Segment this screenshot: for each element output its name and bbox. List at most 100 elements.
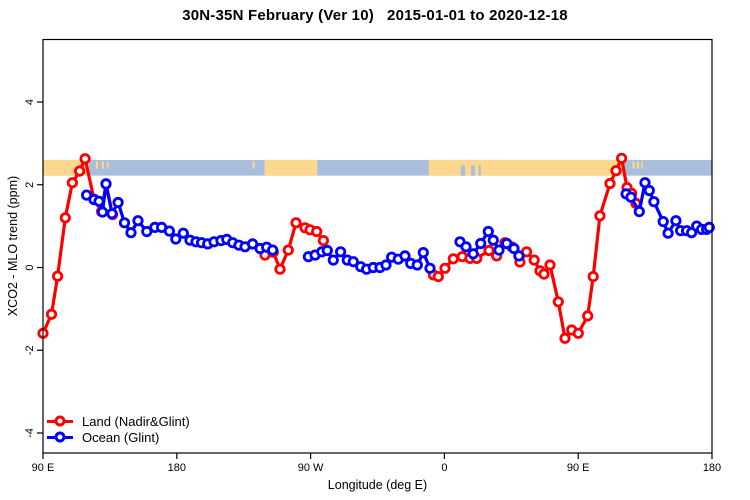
data-point [538,268,550,280]
data-point [311,225,323,238]
legend-item-land: Land (Nadir&Glint) [47,413,190,429]
map-band-land-segment [428,159,623,176]
data-point [475,237,487,250]
series-ocean [81,177,715,275]
data-point [327,254,339,266]
y-tick-label: -2 [24,345,36,355]
ocean-series-sample-icon [47,431,73,443]
data-point [59,212,71,224]
data-point [100,178,112,190]
data-point [432,270,444,283]
data-point [587,270,599,283]
map-band-land-speck [632,161,635,169]
data-point [93,195,105,207]
data-point [439,262,451,274]
data-point [66,177,79,189]
data-point [501,237,513,250]
y-tick-label: 0 [24,264,36,270]
data-point [424,262,436,274]
y-tick-label: -4 [24,428,36,438]
data-point [615,152,628,164]
map-band-land-speck [641,161,643,169]
legend-label-land: Land (Nadir&Glint) [82,413,190,429]
data-point [508,242,520,255]
data-point [552,296,564,308]
legend: Land (Nadir&Glint) Ocean (Glint) [47,413,190,445]
data-point [132,215,144,227]
x-tick-label: 180 [168,462,186,474]
data-point [544,259,556,271]
data-point [670,215,682,227]
data-point [559,332,571,344]
x-axis: 90 E 180 90 W 0 90 E 180 [32,453,721,474]
map-band-land-speck [636,161,640,169]
data-point [347,256,359,268]
data-point [106,208,118,220]
data-point [290,217,302,229]
data-point [594,210,606,222]
data-point [334,246,347,258]
data-point [177,227,189,239]
page-title: 30N-35N February (Ver 10) 2015-01-01 to … [182,7,568,24]
map-band-ocean-patch [471,165,475,176]
x-tick-label: 90 E [567,462,590,474]
data-point [572,327,584,339]
data-point [141,225,153,238]
data-point [657,216,669,228]
y-axis: -4 -2 0 2 4 [24,99,43,438]
y-tick-label: 4 [24,99,36,105]
data-point [482,225,494,238]
data-point [447,253,459,265]
data-point [417,247,429,259]
data-point [703,221,715,233]
data-point [380,259,392,271]
land-series-sample-icon [47,415,73,427]
data-point [411,259,423,271]
data-point [170,233,182,245]
data-point [460,241,472,253]
map-band-land-speck [101,161,104,169]
plot-border [42,38,713,454]
data-point [247,238,259,250]
data-point [467,248,479,260]
map-band-land-speck [106,161,109,169]
data-point [648,196,660,208]
series-land [37,152,642,344]
map-band-ocean-patch [460,165,466,176]
x-tick-label: 90 E [32,462,55,474]
data-point [282,244,294,256]
map-band-land-speck [95,161,99,169]
data-point [317,235,329,247]
data-point [321,244,333,257]
data-point [274,263,286,275]
data-point [643,184,655,197]
data-point [487,234,499,246]
y-axis-title: XCO2 - MLO trend (ppm) [6,175,20,317]
x-tick-label: 180 [703,462,721,474]
data-point [513,250,525,262]
data-point [528,254,540,266]
data-point [610,165,622,177]
data-point [399,250,411,262]
data-point [582,310,594,322]
data-point [483,244,495,257]
data-point [493,244,505,256]
map-band-land-speck [252,161,255,169]
data-point [51,270,64,282]
data-point [96,206,109,218]
data-point [125,227,137,239]
y-tick-label: 2 [24,182,36,188]
data-point [79,153,91,165]
x-tick-label: 90 W [298,462,324,474]
x-axis-title: Longitude (deg E) [327,478,428,492]
data-point [118,217,131,229]
legend-label-ocean: Ocean (Glint) [82,429,160,445]
data-point [163,225,175,237]
map-band-ocean-patch [478,165,481,176]
data-point [639,177,651,189]
x-tick-label: 0 [441,462,447,474]
world-map-band [43,159,712,176]
data-point [267,244,279,256]
